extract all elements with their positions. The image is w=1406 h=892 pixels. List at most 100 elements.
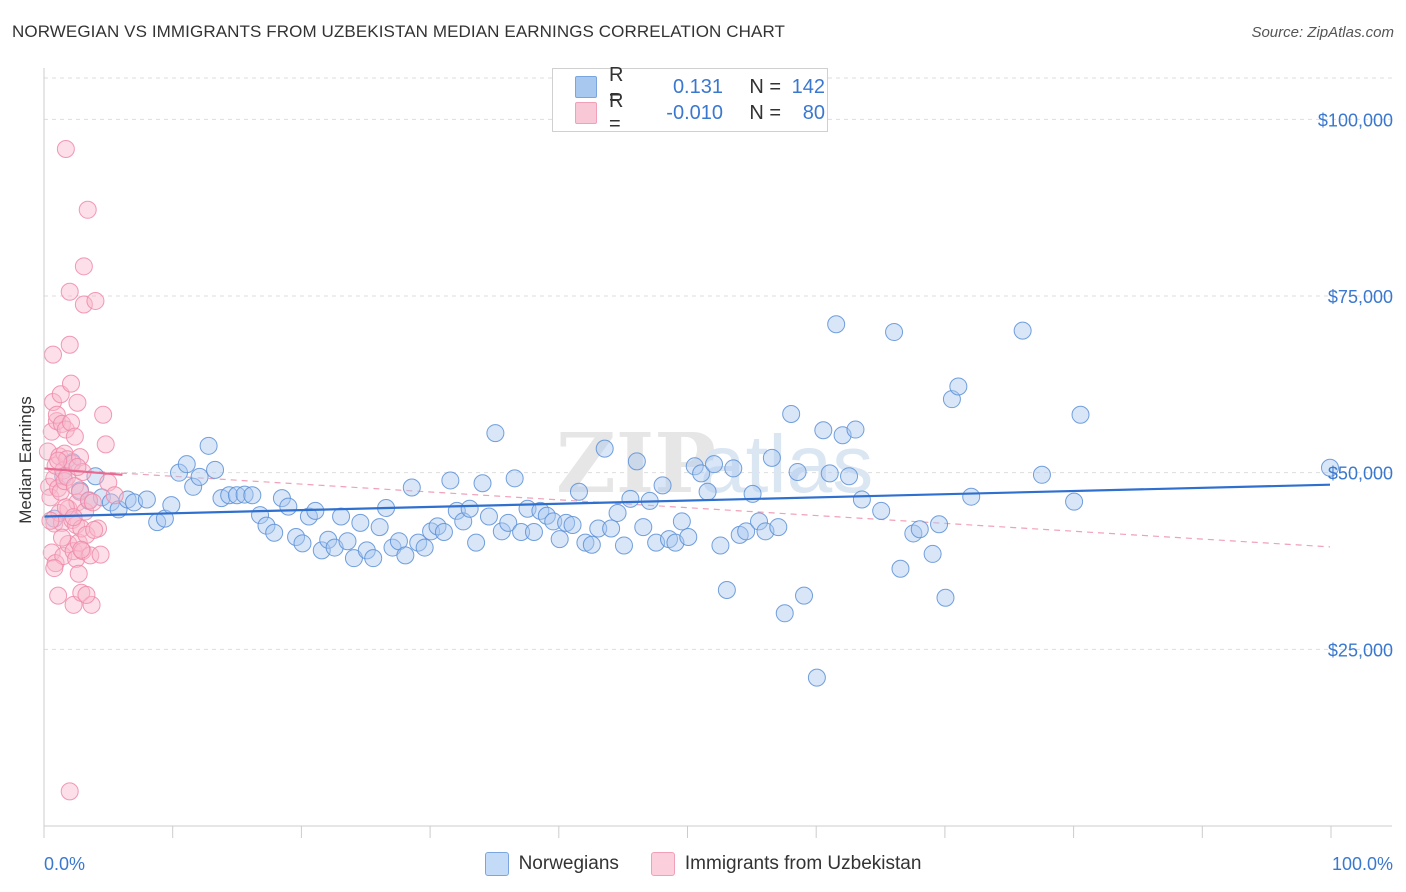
point-norwegian [608, 503, 627, 522]
point-norwegian [621, 489, 640, 508]
legend-r-label: R = [609, 90, 624, 135]
series-legend: Norwegians Immigrants from Uzbekistan [0, 852, 1406, 876]
point-norwegian [287, 527, 306, 546]
point-norwegian [885, 323, 904, 342]
point-uzbekistan [105, 486, 124, 505]
point-uzbekistan [44, 345, 63, 364]
point-norwegian [705, 455, 724, 474]
point-norwegian [279, 497, 298, 516]
point-norwegian [512, 523, 531, 542]
point-norwegian [415, 538, 434, 557]
point-norwegian [441, 471, 460, 490]
point-uzbekistan [49, 451, 68, 470]
x-tick-label-max: 100.0% [1332, 854, 1393, 874]
y-tick-label: $25,000 [1328, 640, 1393, 660]
point-norwegian [891, 559, 910, 578]
point-norwegian [227, 486, 246, 505]
point-norwegian [923, 544, 942, 563]
point-norwegian [1032, 465, 1051, 484]
point-norwegian [595, 439, 614, 458]
point-norwegian [1065, 492, 1084, 511]
point-norwegian [332, 507, 351, 526]
y-tick-label: $50,000 [1328, 464, 1393, 484]
point-norwegian [820, 464, 839, 483]
point-norwegian [257, 516, 276, 535]
point-uzbekistan [74, 295, 93, 314]
trend-line-uzbekistan [43, 467, 123, 476]
point-norwegian [634, 518, 653, 537]
point-norwegian [679, 527, 698, 546]
point-uzbekistan [49, 586, 68, 605]
point-norwegian [243, 486, 262, 505]
point-norwegian [505, 469, 524, 488]
source-label: Source: ZipAtlas.com [1251, 24, 1394, 41]
point-norwegian [827, 315, 846, 334]
point-norwegian [557, 513, 576, 532]
series-legend-label: Norwegians [518, 853, 619, 874]
legend-n-label: N = [749, 75, 781, 98]
point-norwegian [184, 477, 203, 496]
y-axis-label: Median Earnings [16, 396, 35, 524]
point-norwegian [1321, 458, 1339, 477]
point-uzbekistan [77, 585, 96, 604]
point-norwegian [460, 499, 479, 518]
point-uzbekistan [68, 458, 87, 477]
point-norwegian [872, 501, 891, 520]
series-legend-uzbekistan[interactable]: Immigrants from Uzbekistan [650, 852, 922, 876]
series-legend-label: Immigrants from Uzbekistan [684, 853, 922, 874]
point-norwegian [206, 460, 225, 479]
legend-n-value: 80 [802, 101, 825, 124]
legend-n-value: 142 [791, 75, 825, 98]
point-norwegian [563, 515, 582, 534]
point-norwegian [962, 487, 981, 506]
point-uzbekistan [72, 540, 91, 559]
point-uzbekistan [86, 291, 105, 310]
point-norwegian [930, 515, 949, 534]
point-norwegian [1013, 321, 1032, 340]
point-norwegian [814, 421, 833, 440]
point-uzbekistan [83, 493, 102, 512]
point-norwegian [653, 476, 672, 495]
point-uzbekistan [78, 200, 97, 219]
point-norwegian [351, 513, 370, 532]
point-norwegian [936, 588, 955, 607]
point-uzbekistan [60, 335, 79, 354]
point-uzbekistan [53, 528, 72, 547]
point-uzbekistan [47, 405, 66, 424]
point-norwegian [788, 462, 807, 481]
point-uzbekistan [68, 393, 87, 412]
point-norwegian [672, 512, 691, 531]
point-norwegian [614, 536, 633, 555]
legend-row-norwegians: R = 0.131 N = 142 [575, 64, 825, 109]
series-swatch-uzbekistan [650, 852, 675, 876]
point-uzbekistan [56, 140, 75, 159]
point-norwegian [190, 467, 209, 486]
point-uzbekistan [42, 422, 61, 441]
point-norwegian [364, 549, 383, 568]
point-uzbekistan [62, 413, 81, 432]
point-uzbekistan [41, 488, 60, 507]
point-uzbekistan [96, 435, 115, 454]
point-uzbekistan [65, 427, 84, 446]
trend-lines [43, 467, 1331, 548]
point-norwegian [762, 448, 781, 467]
point-uzbekistan [60, 782, 79, 801]
point-norwegian [137, 490, 156, 509]
point-uzbekistan [91, 545, 110, 564]
point-norwegian [949, 377, 968, 396]
legend-swatch-uzbekistan [575, 102, 597, 124]
point-norwegian [544, 512, 563, 531]
point-norwegian [473, 474, 492, 493]
point-norwegian [486, 424, 505, 443]
point-uzbekistan [74, 257, 93, 276]
point-norwegian [795, 586, 814, 605]
y-tick-label: $100,000 [1318, 110, 1393, 130]
point-norwegian [402, 478, 421, 497]
point-uzbekistan [69, 564, 88, 583]
point-norwegian [782, 405, 801, 424]
point-norwegian [293, 534, 312, 553]
legend-r-label: R = [609, 64, 624, 109]
legend-swatch-norwegians [575, 76, 597, 98]
series-legend-norwegians[interactable]: Norwegians [484, 852, 619, 876]
legend-n-label: N = [749, 101, 781, 124]
